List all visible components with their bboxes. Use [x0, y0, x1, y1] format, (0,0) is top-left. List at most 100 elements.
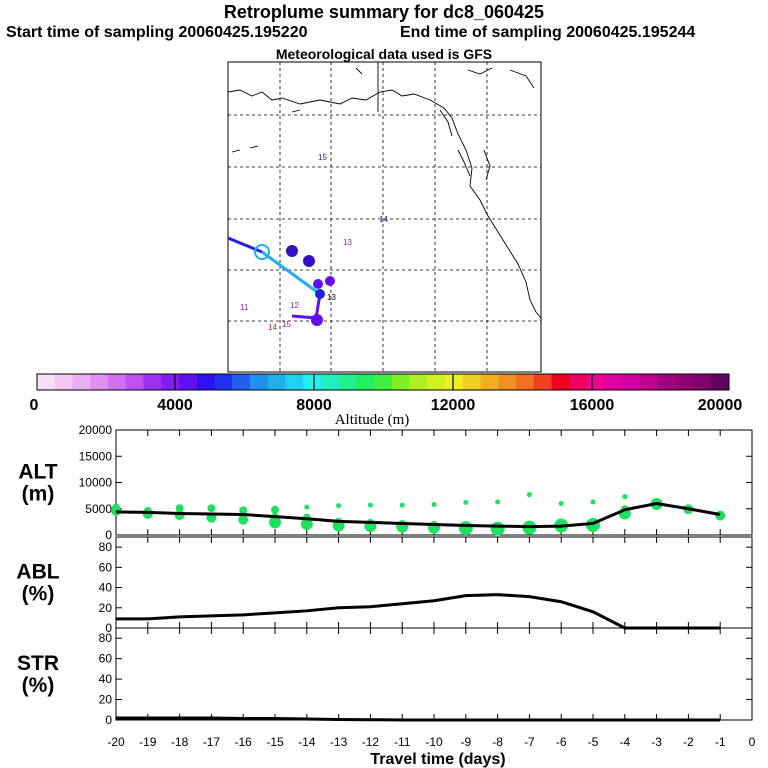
colorbar-tick: 0	[30, 397, 39, 414]
colorbar-swatch	[498, 374, 517, 390]
chart-title: Retroplume summary for dc8_060425	[223, 2, 545, 22]
colorbar-swatch	[303, 374, 322, 390]
colorbar-swatch	[249, 374, 269, 390]
colorbar-swatch	[569, 374, 588, 390]
x-tick-label: -12	[362, 735, 380, 749]
x-tick-label: -13	[330, 735, 348, 749]
series-line-abl	[116, 593, 721, 630]
plume-point	[286, 245, 298, 257]
data-point	[112, 503, 120, 512]
y-tick-label: 20	[99, 693, 113, 707]
colorbar-swatch	[711, 374, 730, 390]
y-tick-label: 40	[99, 581, 113, 595]
y-tick-label: 10000	[79, 476, 113, 490]
panel-frame-str	[115, 627, 753, 721]
coastline	[227, 62, 542, 319]
colorbar-label: Altitude (m)	[335, 412, 410, 428]
time-series-panels: 05000100001500020000ALT(m)020406080ABL(%…	[16, 423, 755, 749]
colorbar-swatch	[54, 374, 73, 390]
y-tick-label: 20	[99, 601, 113, 615]
data-point	[207, 504, 216, 513]
data-point	[367, 502, 373, 508]
colorbar-swatch	[107, 374, 127, 390]
colorbar-ticks: 0 4000 8000 12000 16000 20000	[30, 397, 743, 414]
data-point	[526, 492, 532, 498]
x-tick-label: -2	[683, 735, 694, 749]
colorbar-swatch	[622, 374, 641, 390]
data-point	[590, 499, 596, 505]
colorbar-swatch	[285, 374, 304, 390]
y-axis-label: ABL	[16, 561, 59, 584]
x-tick-label: -3	[651, 735, 662, 749]
map-label: 15	[318, 153, 327, 162]
colorbar-swatch	[125, 374, 144, 390]
colorbar-tick: 16000	[570, 397, 615, 414]
colorbar-swatch	[178, 374, 198, 390]
map-label: 13	[327, 293, 336, 302]
start-time-label: Start time of sampling 20060425.195220	[6, 24, 308, 41]
x-tick-label: -14	[298, 735, 316, 749]
x-axis-label: Travel time (days)	[370, 751, 505, 768]
y-tick-label: 20000	[79, 423, 113, 437]
y-tick-label: 0	[105, 713, 112, 727]
map-label: 13	[343, 238, 352, 247]
map-label: 14	[268, 323, 277, 332]
colorbar-swatch	[675, 374, 695, 390]
x-tick-label: -19	[139, 735, 157, 749]
data-point	[304, 504, 310, 510]
map-label: 14	[379, 215, 388, 224]
panel-frame-abl	[115, 536, 753, 629]
colorbar-swatch	[427, 374, 446, 390]
plume-point	[325, 276, 335, 286]
colorbar-swatch	[320, 374, 340, 390]
trajectory-segment-light	[261, 250, 321, 296]
x-tick-label: -8	[492, 735, 503, 749]
map-panel: 15 14 13 13 12 11 14 15	[227, 61, 542, 373]
plume-point	[313, 279, 323, 289]
x-tick-label: -15	[266, 735, 284, 749]
x-tick-label: -20	[107, 735, 125, 749]
trajectory-point	[254, 244, 270, 260]
map-grid	[228, 62, 541, 372]
data-point	[175, 504, 184, 513]
colorbar-swatch	[161, 374, 180, 390]
colorbar-tick: 20000	[698, 397, 743, 414]
x-tick-label: -7	[524, 735, 535, 749]
y-tick-label: 80	[99, 631, 113, 645]
y-tick-label: 60	[99, 560, 113, 574]
colorbar-swatch	[445, 374, 464, 390]
map-label: 11	[240, 303, 249, 312]
colorbar-swatch	[409, 374, 428, 390]
x-tick-label: -1	[715, 735, 726, 749]
colorbar-swatch	[480, 374, 499, 390]
colorbar-swatch	[90, 374, 109, 390]
colorbar-swatch	[214, 374, 233, 390]
plume-point	[303, 255, 315, 267]
data-point	[300, 517, 313, 530]
y-tick-label: 0	[105, 528, 112, 542]
series-line-alt	[115, 501, 721, 529]
met-data-label: Meteorological data used is GFS	[275, 46, 493, 62]
colorbar-swatch	[533, 374, 553, 390]
y-tick-label: 80	[99, 540, 113, 554]
x-tick-label: -5	[588, 735, 599, 749]
y-tick-label: 60	[99, 652, 113, 666]
x-tick-label: -11	[394, 735, 411, 749]
x-tick-label: -6	[556, 735, 567, 749]
data-point	[495, 499, 501, 505]
data-point	[271, 505, 279, 514]
colorbar-outline	[36, 373, 730, 391]
y-axis-label: STR	[17, 652, 59, 675]
x-tick-label: -16	[235, 735, 253, 749]
plume-point	[315, 289, 325, 299]
data-point	[558, 501, 564, 506]
x-tick-label: 0	[749, 735, 756, 749]
colorbar-swatch	[658, 374, 677, 390]
colorbar-swatch	[356, 374, 375, 390]
x-tick-label: -10	[425, 735, 443, 749]
colorbar-swatch	[462, 374, 482, 390]
y-tick-label: 40	[99, 672, 113, 686]
colorbar-tick: 8000	[296, 397, 332, 414]
colorbar-swatch	[551, 374, 570, 390]
